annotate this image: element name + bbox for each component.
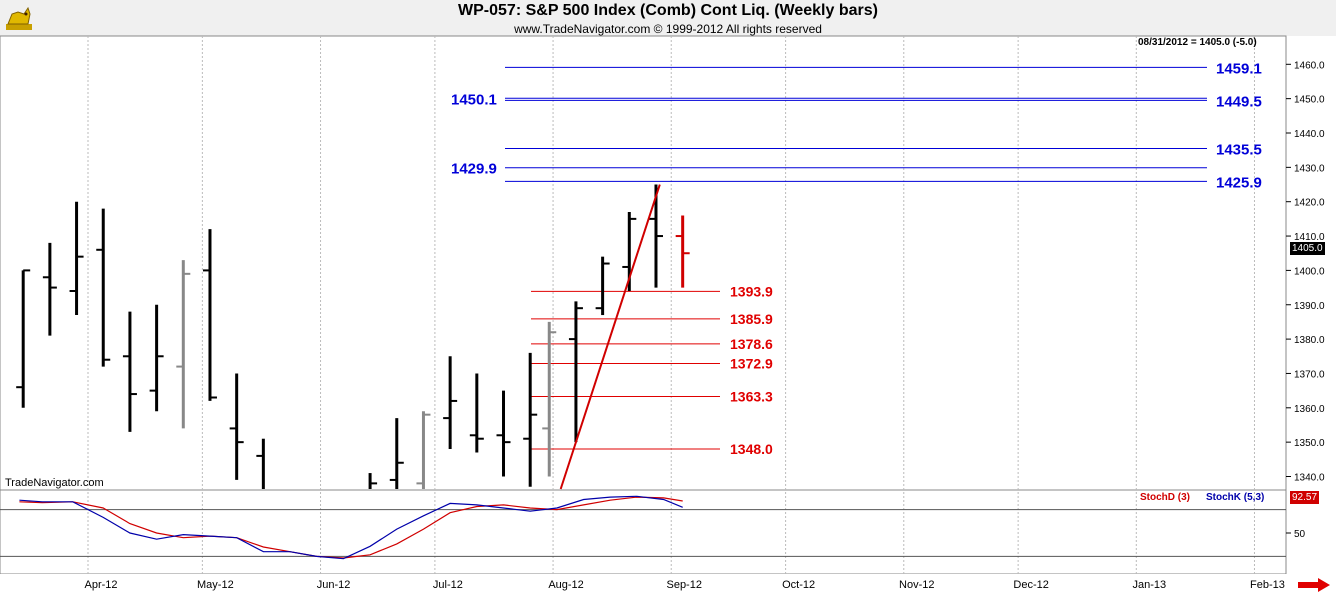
bull-icon bbox=[6, 6, 32, 30]
x-tick-label: Dec-12 bbox=[1013, 579, 1048, 591]
y-tick-label: 1430.0 bbox=[1294, 163, 1325, 174]
red-level-label: 1363.3 bbox=[730, 388, 773, 404]
blue-level-label: 1435.5 bbox=[1216, 141, 1262, 158]
ohlc-bar bbox=[368, 473, 378, 489]
blue-level-label: 1449.5 bbox=[1216, 93, 1262, 110]
right-arrow-icon[interactable] bbox=[1298, 578, 1330, 592]
ohlc-bar bbox=[149, 304, 164, 412]
blue-level-label: 1459.1 bbox=[1216, 60, 1262, 77]
ohlc-bar bbox=[469, 373, 484, 453]
blue-level-label: 1429.9 bbox=[451, 161, 497, 178]
y-tick-label: 1440.0 bbox=[1294, 129, 1325, 140]
red-level-label: 1348.0 bbox=[730, 441, 773, 457]
x-tick-label: Nov-12 bbox=[899, 579, 934, 591]
ohlc-bar bbox=[176, 260, 191, 429]
ohlc-bar bbox=[443, 356, 458, 450]
chart-title: WP-057: S&P 500 Index (Comb) Cont Liq. (… bbox=[458, 2, 878, 19]
ohlc-bar bbox=[416, 411, 431, 489]
red-level-label: 1385.9 bbox=[730, 311, 773, 327]
x-tick-label: Oct-12 bbox=[782, 579, 815, 591]
ohlc-bar bbox=[523, 352, 538, 487]
ohlc-bar bbox=[96, 208, 111, 367]
ohlc-bar bbox=[16, 269, 31, 408]
stoch-k-line bbox=[19, 495, 683, 560]
blue-level-label: 1425.9 bbox=[1216, 174, 1262, 191]
ohlc-bar bbox=[69, 201, 84, 316]
brand-label: TradeNavigator.com bbox=[5, 477, 104, 489]
ohlc-bar bbox=[675, 215, 690, 288]
red-level-label: 1393.9 bbox=[730, 283, 773, 299]
price-info: 08/31/2012 = 1405.0 (-5.0) bbox=[1138, 37, 1257, 48]
ohlc-bar bbox=[256, 438, 265, 489]
ohlc-bar bbox=[595, 256, 610, 316]
x-tick-label: Sep-12 bbox=[666, 579, 701, 591]
stoch-d-line bbox=[19, 496, 683, 559]
y-tick-label: 1340.0 bbox=[1294, 473, 1325, 484]
x-tick-label: May-12 bbox=[197, 579, 234, 591]
ohlc-bar bbox=[202, 229, 217, 401]
x-tick-label: Feb-13 bbox=[1250, 579, 1285, 591]
y-tick-label: 1400.0 bbox=[1294, 266, 1325, 277]
stoch-tick-label: 50 bbox=[1294, 529, 1306, 540]
y-tick-label: 1450.0 bbox=[1294, 95, 1325, 106]
ohlc-bar bbox=[542, 321, 557, 477]
trendline bbox=[559, 184, 661, 490]
y-tick-label: 1360.0 bbox=[1294, 404, 1325, 415]
y-tick-label: 1380.0 bbox=[1294, 335, 1325, 346]
x-tick-label: Jan-13 bbox=[1132, 579, 1166, 591]
x-tick-label: Jun-12 bbox=[317, 579, 351, 591]
red-level-label: 1378.6 bbox=[730, 336, 773, 352]
ohlc-bar bbox=[389, 418, 404, 489]
ohlc-bar bbox=[496, 390, 511, 477]
last-price-badge: 1405.0 bbox=[1290, 242, 1325, 255]
ohlc-bar bbox=[229, 373, 244, 480]
x-tick-label: Apr-12 bbox=[84, 579, 117, 591]
ohlc-bar bbox=[648, 184, 663, 288]
stoch-value-badge: 92.57 bbox=[1290, 491, 1320, 504]
stoch-k-legend: StochK (5,3) bbox=[1206, 492, 1265, 503]
x-tick-label: Aug-12 bbox=[548, 579, 583, 591]
red-level-label: 1372.9 bbox=[730, 355, 773, 371]
y-tick-label: 1420.0 bbox=[1294, 198, 1325, 209]
copyright-subtitle: www.TradeNavigator.com © 1999-2012 All r… bbox=[514, 22, 822, 36]
y-tick-label: 1390.0 bbox=[1294, 301, 1325, 312]
y-tick-label: 1370.0 bbox=[1294, 369, 1325, 380]
x-tick-label: Jul-12 bbox=[433, 579, 463, 591]
blue-level-label: 1450.1 bbox=[451, 91, 497, 108]
ohlc-bar bbox=[42, 242, 57, 336]
ohlc-bar bbox=[122, 311, 137, 432]
ohlc-bar bbox=[568, 301, 583, 443]
y-tick-label: 1460.0 bbox=[1294, 60, 1325, 71]
y-tick-label: 1410.0 bbox=[1294, 232, 1325, 243]
y-tick-label: 1350.0 bbox=[1294, 438, 1325, 449]
stoch-d-legend: StochD (3) bbox=[1140, 492, 1190, 503]
